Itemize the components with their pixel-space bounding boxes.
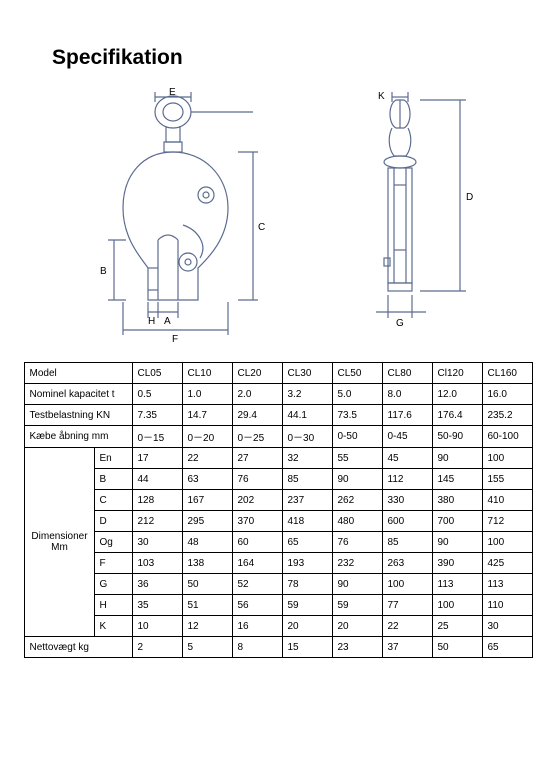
svg-text:C: C bbox=[258, 222, 265, 233]
diagram-container: E bbox=[28, 80, 528, 350]
table-row: G3650527890100113113 bbox=[24, 574, 532, 595]
table-row: C128167202237262330380410 bbox=[24, 490, 532, 511]
dim-label-G: G bbox=[94, 574, 132, 595]
dim-label-K: K bbox=[94, 616, 132, 637]
svg-text:B: B bbox=[100, 266, 107, 277]
model-col-0: CL05 bbox=[132, 363, 182, 384]
dim-label-B: B bbox=[94, 469, 132, 490]
svg-text:F: F bbox=[172, 334, 178, 345]
dim-label-Og: Og bbox=[94, 532, 132, 553]
technical-diagram: E bbox=[28, 80, 528, 350]
table-row: B4463768590112145155 bbox=[24, 469, 532, 490]
hdr-testload: Testbelastning KN bbox=[24, 405, 132, 426]
table-row: Nettovægt kg2581523375065 bbox=[24, 637, 532, 658]
dim-label-H: H bbox=[94, 595, 132, 616]
table-row: D212295370418480600700712 bbox=[24, 511, 532, 532]
dim-label-En: En bbox=[94, 448, 132, 469]
hdr-dimensions: Dimensioner Mm bbox=[24, 448, 94, 637]
table-row: ModelCL05CL10CL20CL30CL50CL80Cl120CL160 bbox=[24, 363, 532, 384]
model-col-3: CL30 bbox=[282, 363, 332, 384]
dim-label-D: D bbox=[94, 511, 132, 532]
hdr-jaw: Kæbe åbning mm bbox=[24, 426, 132, 448]
svg-text:E: E bbox=[169, 87, 176, 98]
table-row: F103138164193232263390425 bbox=[24, 553, 532, 574]
page: Specifikation E bbox=[0, 0, 552, 783]
svg-text:H: H bbox=[148, 316, 155, 327]
model-col-5: CL80 bbox=[382, 363, 432, 384]
spec-table: ModelCL05CL10CL20CL30CL50CL80Cl120CL160N… bbox=[24, 362, 533, 658]
table-row: Kæbe åbning mm0－150－200－250－300-500-4550… bbox=[24, 426, 532, 448]
dim-label-C: C bbox=[94, 490, 132, 511]
table-row: Nominel kapacitet t0.51.02.03.25.08.012.… bbox=[24, 384, 532, 405]
model-col-4: CL50 bbox=[332, 363, 382, 384]
table-row: H355156595977100110 bbox=[24, 595, 532, 616]
model-col-6: Cl120 bbox=[432, 363, 482, 384]
hdr-capacity: Nominel kapacitet t bbox=[24, 384, 132, 405]
hdr-net: Nettovægt kg bbox=[24, 637, 132, 658]
svg-text:D: D bbox=[466, 192, 473, 203]
svg-text:G: G bbox=[396, 318, 404, 329]
table-row: Og30486065768590100 bbox=[24, 532, 532, 553]
svg-text:A: A bbox=[164, 316, 171, 327]
model-col-2: CL20 bbox=[232, 363, 282, 384]
table-row: Dimensioner MmEn17222732554590100 bbox=[24, 448, 532, 469]
page-title: Specifikation bbox=[52, 46, 534, 70]
model-col-7: CL160 bbox=[482, 363, 532, 384]
model-col-1: CL10 bbox=[182, 363, 232, 384]
table-row: K1012162020222530 bbox=[24, 616, 532, 637]
dim-label-F: F bbox=[94, 553, 132, 574]
table-row: Testbelastning KN7.3514.729.444.173.5117… bbox=[24, 405, 532, 426]
svg-text:K: K bbox=[378, 91, 385, 102]
hdr-model: Model bbox=[24, 363, 132, 384]
